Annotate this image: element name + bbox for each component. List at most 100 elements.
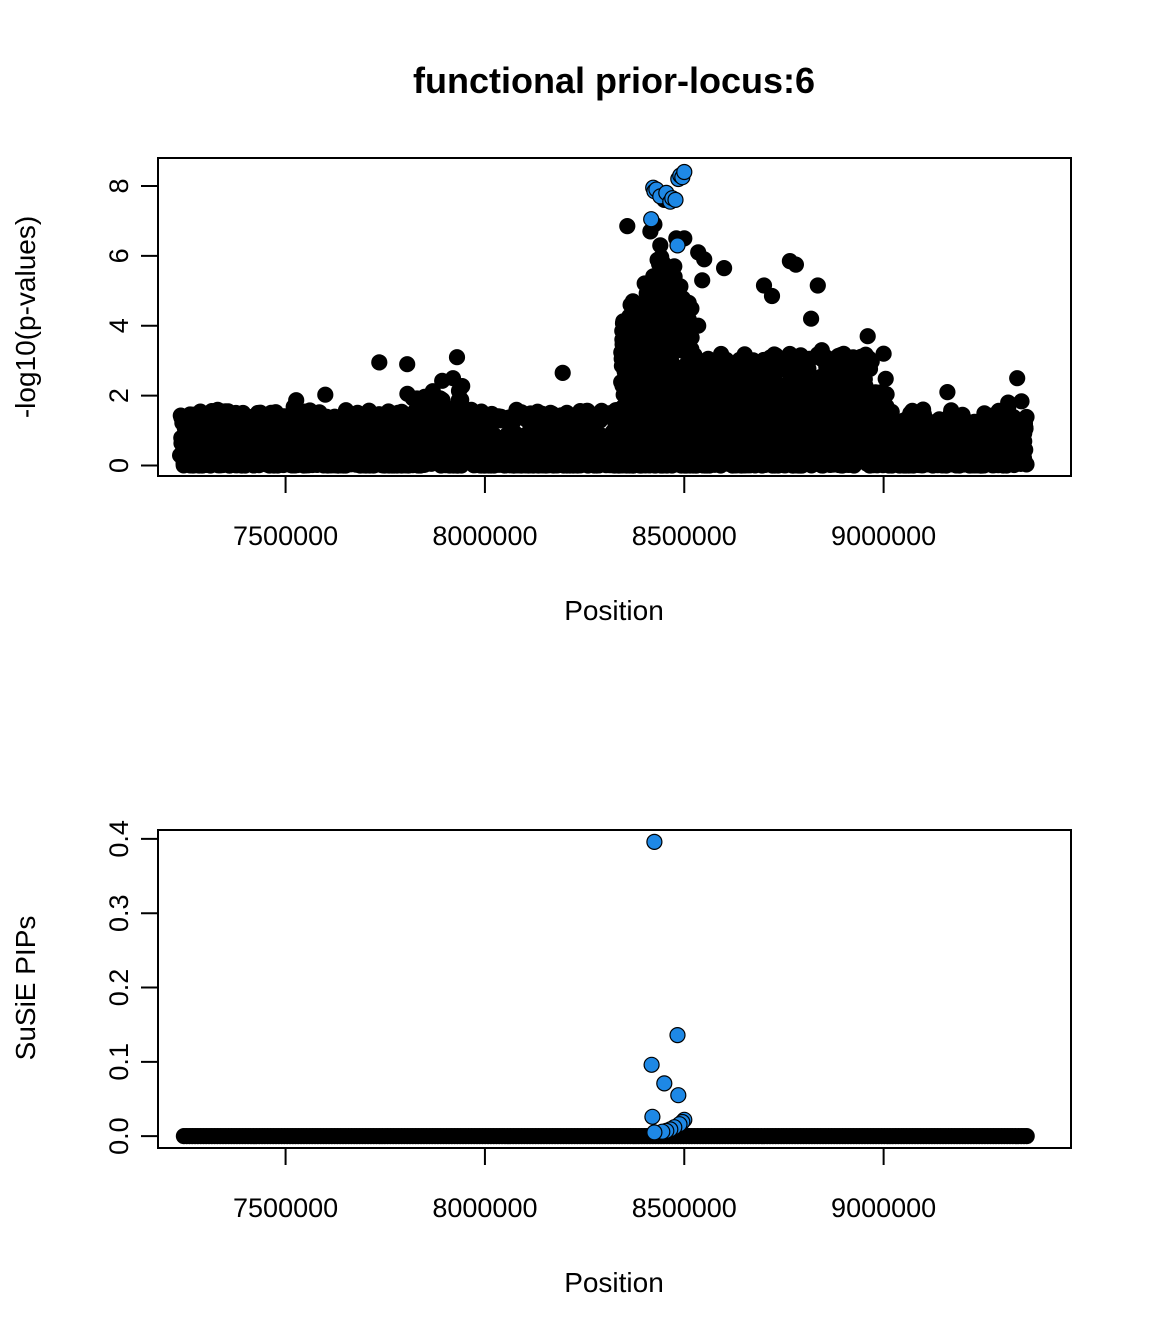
background-peak-point: [809, 277, 826, 294]
peak-region-point: [657, 350, 675, 367]
shoulder-point: [837, 361, 854, 378]
pip-point: [644, 1108, 661, 1125]
background-point: [813, 456, 831, 473]
shoulder-point: [733, 365, 751, 382]
baseline-points-layer: [175, 1127, 1035, 1145]
y-tick-label: 0.3: [104, 894, 134, 932]
background-point: [972, 416, 989, 433]
x-tick-label: 8000000: [432, 1193, 537, 1223]
background-point: [347, 443, 364, 460]
background-point: [502, 425, 520, 442]
background-point: [301, 416, 318, 433]
background-peak-point: [802, 310, 820, 327]
credible-set-point: [667, 191, 684, 208]
background-point: [847, 427, 864, 444]
background-point: [1011, 435, 1028, 453]
x-tick-label: 8000000: [432, 521, 537, 551]
background-peak-point: [787, 256, 805, 273]
peak-region-point: [632, 342, 650, 359]
y-tick-label: 0: [104, 458, 134, 473]
shoulder-point: [719, 378, 736, 396]
shoulder-point: [736, 409, 753, 426]
peak-region-point: [661, 418, 678, 435]
peak-region-point: [626, 399, 644, 416]
background-point: [890, 439, 908, 456]
shoulder-point: [822, 399, 839, 416]
shoulder-point: [681, 411, 699, 429]
background-point: [1000, 394, 1017, 411]
background-point: [428, 449, 445, 466]
peak-region-point: [618, 437, 636, 454]
x-axis-label-top: Position: [564, 595, 664, 626]
background-point: [314, 410, 331, 427]
x-tick-label: 8500000: [632, 1193, 737, 1223]
background-point: [522, 405, 539, 422]
background-point: [771, 455, 788, 472]
highlighted-points-layer: [643, 163, 693, 254]
background-point: [249, 427, 266, 444]
background-point: [229, 457, 246, 474]
background-point: [563, 441, 580, 458]
background-peak-point: [444, 370, 462, 387]
background-peak-point: [859, 328, 876, 345]
peak-region-point: [648, 439, 666, 456]
peak-region-point: [672, 278, 689, 295]
background-point: [501, 409, 518, 426]
background-point: [749, 439, 767, 456]
background-point: [288, 392, 305, 409]
background-point: [228, 406, 245, 423]
peak-region-point: [628, 329, 645, 346]
y-axis-label-top: -log10(p-values): [10, 216, 41, 418]
background-point: [305, 454, 322, 471]
shoulder-point: [805, 414, 822, 431]
background-point: [581, 415, 598, 432]
background-point: [885, 453, 902, 470]
background-point: [468, 454, 485, 471]
background-peak-point: [554, 364, 571, 381]
background-peak-point: [619, 218, 636, 235]
background-point: [328, 411, 345, 428]
background-point: [948, 457, 966, 474]
background-point: [431, 390, 448, 407]
background-point: [953, 421, 970, 439]
pvalue-panel: 7500000 8000000 8500000 9000000 0 2 4 6 8 Posit…: [10, 157, 1072, 626]
shoulder-point: [821, 375, 838, 392]
background-point: [179, 437, 196, 454]
background-point: [409, 447, 426, 464]
background-point: [404, 390, 421, 407]
baseline-point: [1018, 1127, 1035, 1145]
background-point: [989, 420, 1006, 437]
background-point: [603, 454, 620, 471]
shoulder-point: [695, 402, 713, 419]
x-axis-bottom: 7500000 8000000 8500000 9000000: [233, 1147, 936, 1223]
y-tick-label: 0.4: [104, 820, 134, 858]
plot-frame-bottom: [157, 829, 1072, 1149]
background-point: [966, 432, 983, 449]
pip-points-layer: [643, 833, 693, 1141]
y-axis-label-bottom: SuSiE PIPs: [10, 916, 41, 1061]
shoulder-point: [693, 367, 711, 384]
x-tick-label: 7500000: [233, 1193, 338, 1223]
x-tick-label: 9000000: [831, 521, 936, 551]
background-point: [732, 449, 749, 466]
shoulder-point: [786, 398, 803, 415]
shoulder-point: [767, 403, 785, 420]
shoulder-point: [681, 348, 698, 365]
y-tick-label: 0.2: [104, 969, 134, 1007]
pip-point: [656, 1075, 673, 1092]
x-tick-label: 9000000: [831, 1193, 936, 1223]
background-point: [475, 422, 492, 439]
shoulder-point: [679, 363, 696, 380]
background-point: [555, 457, 572, 474]
background-peak-point: [694, 272, 711, 289]
background-point: [205, 453, 222, 470]
shoulder-point: [780, 374, 797, 391]
x-tick-label: 7500000: [233, 521, 338, 551]
y-axis-top: 0 2 4 6 8: [104, 178, 159, 473]
background-peak-point: [763, 287, 781, 305]
background-point: [988, 438, 1006, 455]
background-point: [434, 406, 451, 423]
credible-set-point: [643, 211, 660, 228]
background-peak-point: [652, 237, 669, 254]
